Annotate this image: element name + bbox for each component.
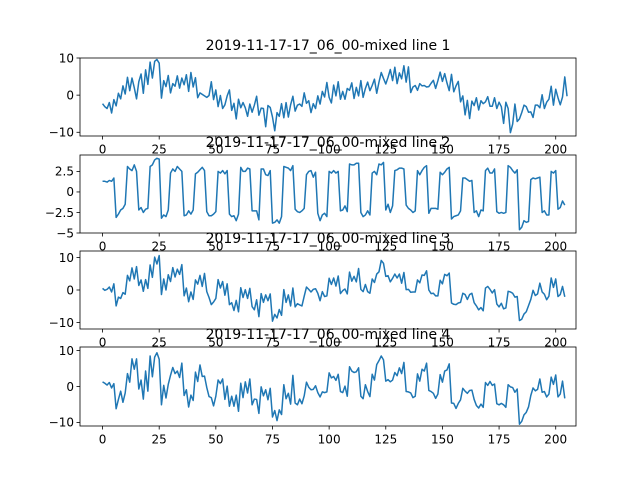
chart-title: 2019-11-17-17_06_00-mixed line 1 xyxy=(206,38,451,54)
x-tick-label: 200 xyxy=(544,336,567,350)
x-tick-label: 100 xyxy=(318,336,341,350)
y-tick-label: 10 xyxy=(59,51,74,65)
x-tick-label: 50 xyxy=(208,336,223,350)
x-tick-label: 0 xyxy=(99,143,107,157)
subplot-4: 100−100 25 50 75 100 125 150 175 200 xyxy=(49,344,577,447)
y-tick-label: 0 xyxy=(66,380,74,394)
x-tick-label: 0 xyxy=(99,433,107,447)
x-tick-label: 75 xyxy=(265,336,280,350)
x-tick-label: 0 xyxy=(99,336,107,350)
x-tick-label: 150 xyxy=(431,240,454,254)
y-tick-label: 10 xyxy=(59,344,74,358)
x-tick-label: 125 xyxy=(374,143,397,157)
x-tick-label: 150 xyxy=(431,336,454,350)
axes-frame xyxy=(79,57,577,137)
x-tick-label: 125 xyxy=(374,240,397,254)
x-tick-label: 200 xyxy=(544,143,567,157)
x-tick-label: 100 xyxy=(318,433,341,447)
series-line xyxy=(102,352,566,425)
y-tick-label: −10 xyxy=(49,126,74,140)
subplot-1: 100−100 25 50 75 100 125 150 175 200 xyxy=(49,51,577,157)
x-tick-label: 175 xyxy=(488,240,511,254)
chart-title: 2019-11-17-17_06_00-mixed line 4 xyxy=(206,327,451,343)
y-tick-label: 2.5 xyxy=(55,165,74,179)
x-tick-label: 50 xyxy=(208,433,223,447)
x-tick-label: 175 xyxy=(488,433,511,447)
y-tick-label: −10 xyxy=(49,316,74,330)
x-tick-label: 100 xyxy=(318,143,341,157)
subplot-3: 100−100 25 50 75 100 125 150 175 200 xyxy=(49,250,577,350)
x-tick-label: 75 xyxy=(265,143,280,157)
x-tick-label: 25 xyxy=(152,433,167,447)
x-tick-label: 200 xyxy=(544,433,567,447)
x-tick-label: 150 xyxy=(431,433,454,447)
x-tick-label: 125 xyxy=(374,336,397,350)
series-line xyxy=(101,58,568,134)
chart-title: 2019-11-17-17_06_00-mixed line 2 xyxy=(206,135,451,151)
x-tick-label: 0 xyxy=(99,240,107,254)
x-tick-label: 25 xyxy=(152,143,167,157)
x-tick-label: 75 xyxy=(265,240,280,254)
y-tick-label: −10 xyxy=(49,416,74,430)
y-tick-label: 0 xyxy=(66,283,74,297)
x-tick-label: 200 xyxy=(544,240,567,254)
x-tick-label: 125 xyxy=(374,433,397,447)
x-tick-label: 25 xyxy=(152,240,167,254)
chart-title: 2019-11-17-17_06_00-mixed line 3 xyxy=(206,231,451,247)
x-tick-label: 150 xyxy=(431,143,454,157)
axes-frame xyxy=(79,154,577,234)
x-tick-label: 75 xyxy=(265,433,280,447)
x-tick-label: 50 xyxy=(208,143,223,157)
x-tick-label: 25 xyxy=(152,336,167,350)
x-tick-label: 100 xyxy=(318,240,341,254)
y-tick-label: 0 xyxy=(66,185,74,199)
y-tick-label: −5 xyxy=(56,226,74,240)
y-tick-label: −2.5 xyxy=(45,206,74,220)
subplot-2: 2.5 0 −2.5 −5 0 25 50 75 100 125 150 175 200 xyxy=(45,154,577,254)
x-tick-label: 175 xyxy=(488,336,511,350)
series-line xyxy=(102,254,566,322)
y-tick-label: 10 xyxy=(59,251,74,265)
y-tick-label: 0 xyxy=(66,88,74,102)
x-tick-label: 50 xyxy=(208,240,223,254)
x-tick-label: 175 xyxy=(488,143,511,157)
series-line xyxy=(102,157,566,231)
